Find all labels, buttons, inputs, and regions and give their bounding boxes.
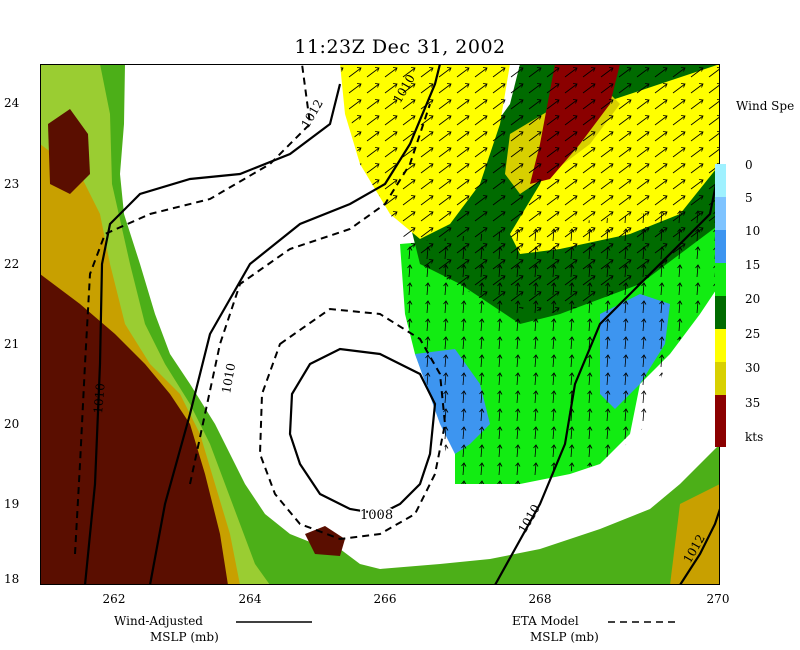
x-tick-label: 264: [238, 592, 262, 606]
isobar-dashed: [74, 64, 312, 555]
isobar-label: 1008: [360, 508, 393, 523]
y-tick-label: 22: [4, 257, 20, 271]
legend-label: 25: [745, 327, 761, 341]
footer-wind-adjusted-label: Wind-Adjusted: [114, 614, 203, 628]
legend-label: 10: [745, 224, 761, 238]
y-tick-label: 24: [4, 96, 20, 110]
legend-label: 5: [745, 191, 753, 205]
legend-swatch-30: [715, 362, 726, 395]
x-tick-label: 270: [706, 592, 730, 606]
legend-label: 30: [745, 361, 761, 375]
legend-label: 15: [745, 258, 761, 272]
wind-vectors-south: [400, 204, 720, 484]
isobar-solid: [83, 83, 342, 585]
isobar-solid: [679, 508, 720, 585]
legend-label: 0: [745, 158, 753, 172]
x-tick-label: 268: [528, 592, 552, 606]
legend-title: Wind Spe: [736, 99, 795, 113]
y-tick-label: 18: [4, 572, 20, 586]
y-tick-label: 23: [4, 177, 20, 191]
footer-wind-adjusted-units: MSLP (mb): [150, 630, 219, 644]
y-tick-label: 19: [4, 497, 20, 511]
legend-swatch-20: [715, 296, 726, 329]
land-inland-peak: [305, 526, 345, 556]
solid-line-sample: [236, 621, 312, 623]
isobar-dashed: [189, 103, 431, 485]
map-title: 11:23Z Dec 31, 2002: [294, 36, 506, 58]
dashed-line-sample: [608, 621, 680, 623]
isobar-solid: [288, 347, 437, 516]
legend-swatch-5: [715, 197, 726, 230]
legend-swatch-10: [715, 230, 726, 263]
land-west-peak: [40, 274, 228, 585]
isobar-label: 1010: [91, 383, 108, 415]
land-southeast-high: [670, 484, 720, 585]
isobar-label: 1010: [219, 362, 238, 395]
y-tick-label: 20: [4, 417, 20, 431]
legend-label: 35: [745, 396, 761, 410]
isobar-solid: [494, 163, 720, 585]
x-tick-label: 266: [373, 592, 397, 606]
legend-swatch-35: [715, 395, 726, 447]
x-tick-label: 262: [102, 592, 126, 606]
legend-swatch-0: [715, 164, 726, 197]
isobar-solid: [148, 64, 442, 585]
legend-label: kts: [745, 430, 764, 444]
footer-eta-model-label: ETA Model: [512, 614, 579, 628]
footer-eta-model-units: MSLP (mb): [530, 630, 599, 644]
land-north-peak: [48, 109, 90, 194]
legend-swatch-15: [715, 263, 726, 296]
legend-swatch-25: [715, 329, 726, 362]
weather-map: 1010 1010 1008 1012 1010 1012 1010: [40, 64, 720, 585]
y-tick-label: 21: [4, 337, 20, 351]
legend-label: 20: [745, 292, 761, 306]
